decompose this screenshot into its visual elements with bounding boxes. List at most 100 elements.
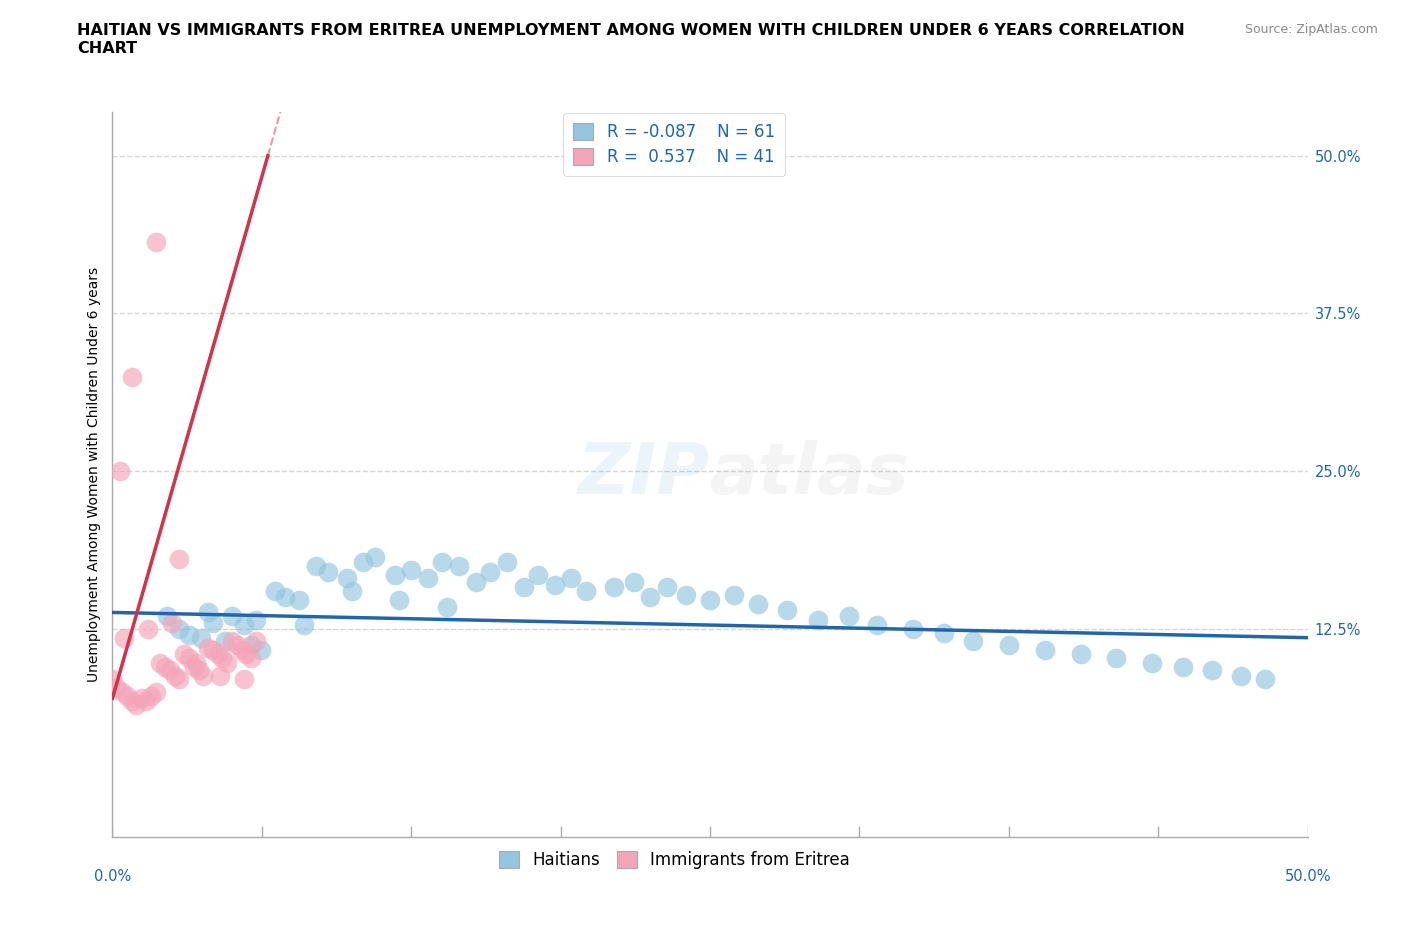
- Point: [221, 609, 243, 624]
- Point: [169, 671, 191, 686]
- Point: [336, 571, 359, 586]
- Point: [105, 681, 128, 696]
- Point: [201, 643, 224, 658]
- Point: [1253, 671, 1275, 686]
- Point: [201, 615, 224, 630]
- Point: [207, 646, 229, 661]
- Point: [575, 583, 598, 598]
- Point: [496, 554, 519, 569]
- Point: [183, 659, 205, 674]
- Point: [111, 684, 134, 699]
- Point: [153, 659, 176, 674]
- Point: [177, 628, 200, 643]
- Point: [135, 693, 157, 708]
- Point: [197, 605, 219, 620]
- Point: [209, 668, 232, 683]
- Point: [675, 588, 697, 603]
- Point: [221, 634, 243, 649]
- Point: [401, 562, 423, 577]
- Point: [866, 618, 889, 632]
- Point: [998, 638, 1021, 653]
- Point: [162, 615, 183, 630]
- Point: [464, 575, 486, 590]
- Point: [962, 634, 984, 649]
- Point: [432, 554, 454, 569]
- Point: [1201, 663, 1223, 678]
- Y-axis label: Unemployment Among Women with Children Under 6 years: Unemployment Among Women with Children U…: [87, 267, 101, 682]
- Point: [125, 698, 148, 712]
- Point: [479, 565, 502, 579]
- Point: [156, 609, 179, 624]
- Point: [264, 583, 287, 598]
- Point: [1229, 668, 1251, 683]
- Text: ZIP: ZIP: [578, 440, 710, 509]
- Point: [114, 631, 135, 645]
- Point: [187, 663, 209, 678]
- Point: [934, 625, 956, 640]
- Point: [447, 558, 470, 573]
- Point: [775, 603, 797, 618]
- Point: [186, 656, 208, 671]
- Point: [138, 621, 160, 636]
- Point: [340, 583, 363, 598]
- Point: [231, 643, 253, 658]
- Text: 0.0%: 0.0%: [94, 869, 131, 883]
- Point: [655, 579, 678, 594]
- Point: [101, 671, 124, 686]
- Point: [139, 688, 162, 703]
- Point: [149, 656, 172, 671]
- Point: [235, 646, 257, 661]
- Point: [292, 618, 315, 632]
- Point: [245, 634, 267, 649]
- Legend: Haitians, Immigrants from Eritrea: Haitians, Immigrants from Eritrea: [492, 844, 856, 876]
- Point: [169, 552, 191, 567]
- Text: atlas: atlas: [710, 440, 910, 509]
- Point: [1173, 659, 1195, 674]
- Text: HAITIAN VS IMMIGRANTS FROM ERITREA UNEMPLOYMENT AMONG WOMEN WITH CHILDREN UNDER : HAITIAN VS IMMIGRANTS FROM ERITREA UNEMP…: [77, 23, 1185, 56]
- Point: [145, 684, 167, 699]
- Point: [903, 621, 925, 636]
- Point: [193, 668, 215, 683]
- Point: [838, 609, 860, 624]
- Point: [807, 613, 830, 628]
- Point: [115, 688, 138, 703]
- Point: [305, 558, 328, 573]
- Point: [699, 592, 721, 607]
- Point: [245, 613, 267, 628]
- Point: [560, 571, 582, 586]
- Point: [723, 588, 745, 603]
- Point: [233, 618, 256, 632]
- Point: [364, 550, 387, 565]
- Point: [416, 571, 439, 586]
- Point: [159, 663, 181, 678]
- Point: [543, 578, 565, 592]
- Point: [145, 234, 167, 249]
- Point: [129, 691, 152, 706]
- Point: [240, 650, 263, 665]
- Text: 50.0%: 50.0%: [1284, 869, 1331, 883]
- Point: [273, 590, 295, 604]
- Point: [1033, 643, 1056, 658]
- Point: [603, 579, 626, 594]
- Point: [217, 656, 239, 671]
- Point: [173, 646, 195, 661]
- Point: [121, 693, 143, 708]
- Point: [121, 369, 143, 384]
- Point: [747, 596, 769, 611]
- Point: [214, 634, 236, 649]
- Point: [288, 592, 311, 607]
- Point: [512, 579, 534, 594]
- Point: [436, 600, 458, 615]
- Point: [316, 565, 339, 579]
- Point: [163, 668, 186, 683]
- Point: [1142, 656, 1164, 671]
- Point: [384, 567, 406, 582]
- Point: [225, 638, 247, 653]
- Point: [197, 641, 219, 656]
- Point: [108, 464, 131, 479]
- Point: [1070, 646, 1092, 661]
- Point: [249, 643, 271, 658]
- Point: [233, 671, 256, 686]
- Point: [640, 590, 662, 604]
- Point: [388, 592, 411, 607]
